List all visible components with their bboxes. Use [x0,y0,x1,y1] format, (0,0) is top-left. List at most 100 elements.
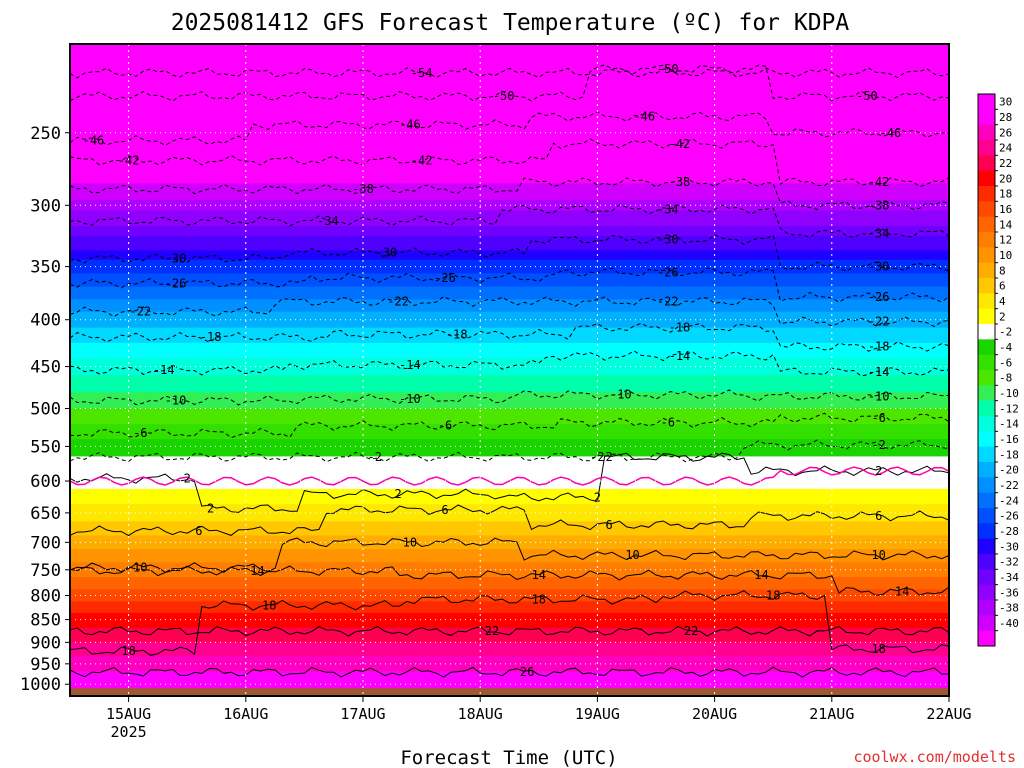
colorbar-swatch [978,462,995,478]
temperature-band [70,81,949,90]
contour-label: -14 [399,358,421,372]
contour-line [70,111,949,146]
ground-surface [70,688,949,696]
temperature-band [70,562,949,566]
temperature-band [70,59,949,68]
temperature-band [70,511,949,515]
temperature-band [70,530,949,534]
colorbar-label: 16 [999,203,1012,216]
temperature-band [70,607,949,610]
colorbar-swatch [978,216,995,233]
contour-label: 2 [606,450,613,464]
contour-line [70,452,949,513]
temperature-band [70,684,949,687]
temperature-band [70,651,949,654]
contour-label: -46 [633,110,655,124]
temperature-band [70,467,949,472]
temperature-band [70,656,949,659]
contour-label: -42 [118,153,140,167]
colorbar-label: -36 [999,586,1019,599]
temperature-band [70,148,949,156]
temperature-band [70,521,949,525]
contour-line [70,176,949,210]
temperature-band [70,585,949,589]
contour-label: 18 [871,642,885,656]
contour-label: -18 [868,340,890,354]
temperature-band [70,255,949,261]
temperature-band [70,587,949,591]
contour-label: -18 [446,327,468,341]
contour-label: 2 [875,464,882,478]
temperature-band [70,199,949,207]
temperature-band [70,677,949,681]
temperature-band [70,417,949,422]
temperature-band [70,622,949,626]
temperature-band [70,661,949,664]
temperature-band [70,557,949,561]
temperature-band [70,659,949,663]
temperature-band [70,583,949,587]
colorbar-swatch [978,385,995,402]
temperature-band [70,277,949,284]
contour-label: -26 [434,271,456,285]
contour-label: -42 [669,137,691,151]
colorbar-swatch [978,630,995,647]
y-tick-label: 700 [30,533,61,553]
contour-label: -34 [868,226,890,240]
temperature-band [70,286,949,292]
temperature-band [70,499,949,503]
temperature-band [70,442,949,446]
contour-label: -26 [868,290,890,304]
colorbar-label: -12 [999,402,1019,415]
temperature-band [70,616,949,620]
contour-label: -6 [871,411,885,425]
contour-line [70,350,949,377]
temperature-band [70,685,949,689]
colorbar-label: -2 [999,326,1012,339]
temperature-band [70,444,949,449]
temperature-band [70,273,949,279]
contour-label: -2 [871,438,885,452]
temperature-band [70,481,949,485]
temperature-band [70,96,949,104]
temperature-band [70,609,949,612]
colorbar-swatch [978,370,995,386]
y-tick-label: 800 [30,586,61,606]
freezing-line [70,466,949,486]
temperature-band [70,611,949,614]
colorbar: 30 28 26 24 22 20 18 16 14 12 10 8 6 4 2 -2 -4 -6 -8 -10 -12… [977,93,1019,647]
colorbar-label: -4 [999,341,1013,354]
contour-label: -10 [868,389,890,403]
temperature-band [70,430,949,434]
colorbar-swatch [978,201,995,218]
temperature-band [70,459,949,463]
temperature-band [70,509,949,513]
colorbar-swatch [978,492,995,509]
contour-label: -46 [880,126,902,140]
colorbar-label: -26 [999,510,1019,523]
temperature-band [70,290,949,296]
contour-label: 18 [262,598,276,612]
colorbar-swatch [978,278,995,294]
temperature-band [70,537,949,541]
temperature-band [70,240,949,247]
temperature-band [70,220,949,227]
temperature-band [70,603,949,607]
colorbar-swatch [978,400,995,417]
x-tick-label: 16AUG [223,705,268,723]
contour-label: 22 [485,624,499,638]
contour-line [70,537,949,573]
contour-label: 18 [532,592,546,606]
y-tick-label: 950 [30,655,61,675]
temperature-band [70,501,949,506]
temperature-band [70,342,949,348]
temperature-band [70,172,949,179]
contour-label: 6 [606,518,613,532]
temperature-band [70,436,949,440]
contour-label: -30 [376,246,398,260]
colorbar-label: -24 [999,494,1019,507]
temperature-band [70,483,949,488]
y-tick-label: 750 [30,561,61,581]
contour-labels: -54 -50 -50 -50 -46 -46 -46 -46 -42 -42 -42 -42 -38 -… [83,62,910,679]
